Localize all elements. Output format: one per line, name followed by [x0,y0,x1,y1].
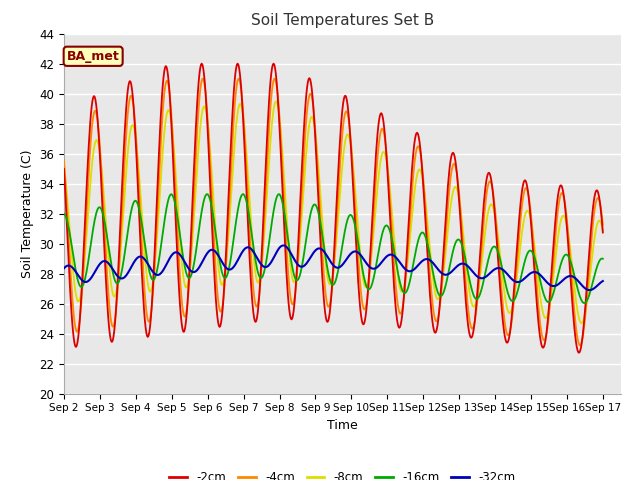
-2cm [575,350,583,356]
Title: Soil Temperatures Set B: Soil Temperatures Set B [251,13,434,28]
-16cm [179,248,186,254]
-4cm [202,88,209,94]
-4cm [271,76,278,82]
-8cm [272,98,280,104]
-32cm [431,263,439,268]
-16cm [378,231,386,237]
-4cm [431,317,439,323]
-2cm [326,310,333,316]
-2cm [60,166,68,172]
Line: -16cm: -16cm [64,194,603,303]
-8cm [202,106,209,111]
-2cm [179,325,186,331]
-32cm [599,278,607,284]
-4cm [179,302,186,308]
-16cm [580,300,588,306]
-4cm [326,302,333,308]
-2cm [202,88,209,94]
-4cm [599,222,607,228]
-32cm [586,287,593,293]
-4cm [60,157,68,163]
-32cm [202,253,209,259]
-16cm [599,256,607,262]
Text: BA_met: BA_met [67,50,120,63]
-4cm [577,342,584,348]
-8cm [378,151,386,157]
-8cm [326,282,333,288]
-32cm [179,255,186,261]
-2cm [550,232,558,238]
-32cm [326,257,333,263]
-4cm [550,249,558,254]
-16cm [60,211,68,216]
Line: -4cm: -4cm [64,79,603,345]
-16cm [550,288,558,293]
Line: -32cm: -32cm [64,245,603,290]
-8cm [599,228,607,233]
-2cm [599,229,607,235]
Line: -8cm: -8cm [64,101,603,323]
-8cm [550,266,558,272]
-16cm [202,193,209,199]
-2cm [269,61,277,67]
Line: -2cm: -2cm [64,64,603,353]
-32cm [378,259,386,264]
-16cm [431,280,439,286]
-2cm [378,112,386,118]
-8cm [431,290,439,296]
-32cm [60,265,68,271]
X-axis label: Time: Time [327,419,358,432]
-16cm [326,276,333,282]
-32cm [280,242,287,248]
Y-axis label: Soil Temperature (C): Soil Temperature (C) [20,149,34,278]
-16cm [203,191,211,197]
-8cm [60,164,68,170]
Legend: -2cm, -4cm, -8cm, -16cm, -32cm: -2cm, -4cm, -8cm, -16cm, -32cm [164,466,520,480]
-2cm [431,330,439,336]
-8cm [179,264,186,270]
-8cm [577,320,585,326]
-4cm [378,126,386,132]
-32cm [550,283,558,289]
